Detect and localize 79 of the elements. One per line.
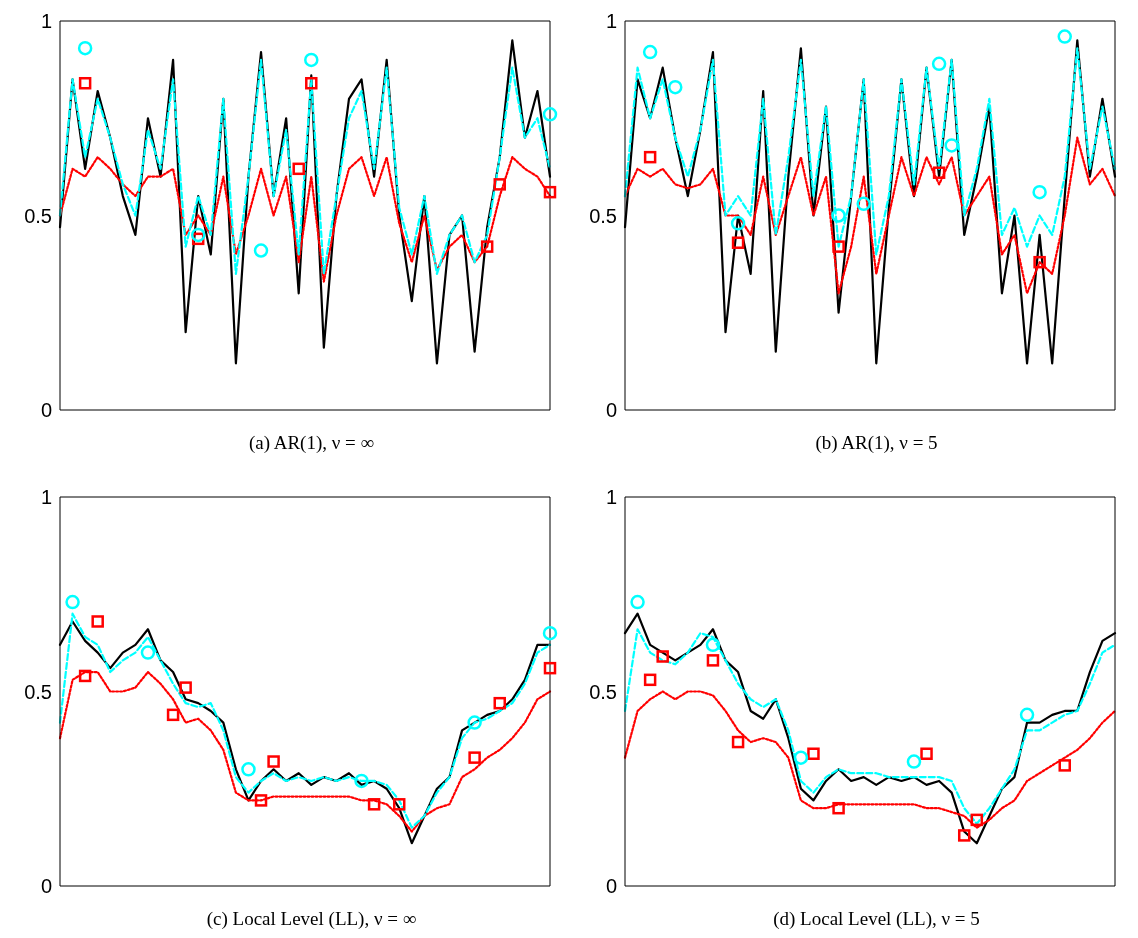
point — [140, 645, 156, 660]
point — [932, 166, 946, 179]
text: (b) AR(1), ν = 5 — [814, 432, 939, 454]
y-tick-label: 0.5 — [589, 204, 617, 227]
point — [542, 107, 558, 122]
point — [305, 76, 318, 90]
point — [793, 750, 809, 765]
point — [267, 755, 280, 768]
point — [970, 813, 984, 827]
point — [856, 196, 871, 212]
text: (d) Local Level (LL), ν = 5 — [772, 908, 981, 930]
point — [630, 594, 645, 610]
point — [493, 696, 506, 710]
point — [78, 669, 92, 683]
point — [480, 240, 494, 253]
line-series — [623, 47, 1117, 256]
y-tick-label: 0.5 — [24, 680, 52, 703]
point — [705, 637, 721, 653]
point — [543, 661, 557, 675]
point — [832, 240, 845, 253]
point — [731, 735, 745, 749]
point — [1033, 255, 1046, 269]
point — [1019, 707, 1035, 723]
point — [253, 243, 269, 258]
y-tick-label: 0.5 — [24, 204, 52, 227]
point — [254, 794, 268, 807]
point — [292, 162, 305, 176]
point — [706, 654, 720, 667]
point — [642, 44, 658, 60]
point — [179, 681, 192, 694]
point — [190, 227, 206, 243]
point — [91, 615, 104, 628]
line-series — [58, 58, 552, 275]
point — [241, 762, 256, 777]
point — [1057, 29, 1072, 44]
point — [643, 150, 657, 164]
point — [957, 829, 971, 842]
y-tick-label: 1 — [605, 10, 617, 33]
y-tick-label: 0 — [605, 875, 617, 898]
point — [730, 216, 746, 231]
point — [78, 76, 92, 90]
point — [467, 715, 482, 730]
point — [1032, 184, 1047, 200]
point — [807, 747, 820, 760]
point — [468, 751, 481, 764]
point — [542, 625, 558, 641]
point — [944, 138, 959, 153]
point — [543, 185, 557, 199]
y-tick-label: 0 — [40, 399, 52, 422]
y-tick-label: 1 — [40, 486, 52, 509]
line-series — [623, 136, 1117, 295]
point — [77, 40, 93, 56]
point — [367, 798, 381, 811]
point — [65, 594, 80, 610]
line-series — [623, 628, 1117, 825]
point — [304, 52, 319, 68]
point — [493, 178, 506, 191]
line-series — [58, 670, 552, 833]
point — [392, 798, 406, 811]
point — [166, 708, 180, 722]
text: (c) Local Level (LL), ν = ∞ — [205, 908, 418, 930]
point — [831, 208, 846, 223]
point — [920, 747, 933, 760]
point — [906, 754, 922, 769]
point — [832, 801, 845, 815]
point — [643, 673, 657, 687]
y-tick-label: 0 — [605, 399, 617, 422]
point — [731, 236, 745, 249]
y-tick-label: 0.5 — [589, 680, 617, 703]
point — [931, 56, 947, 72]
line-series — [623, 690, 1117, 829]
y-tick-label: 1 — [605, 486, 617, 509]
point — [668, 79, 683, 95]
y-tick-label: 0 — [40, 875, 52, 898]
text: (a) AR(1), ν = ∞ — [247, 432, 376, 454]
y-tick-label: 1 — [40, 10, 52, 33]
point — [1058, 759, 1071, 772]
point — [354, 773, 369, 789]
point — [656, 650, 669, 663]
